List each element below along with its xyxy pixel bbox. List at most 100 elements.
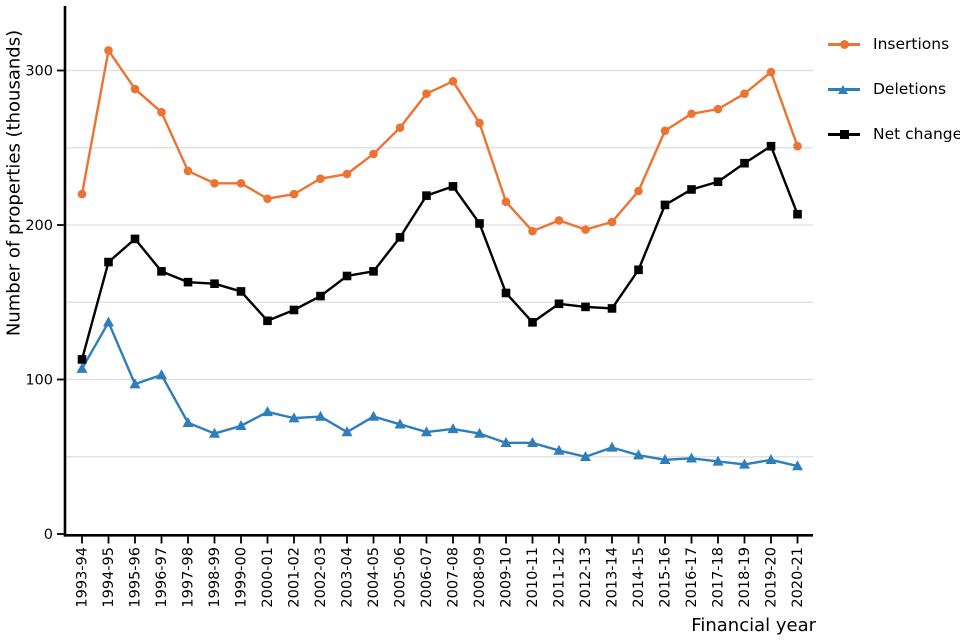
data-point bbox=[739, 458, 750, 469]
data-point bbox=[369, 149, 378, 159]
data-point bbox=[157, 107, 166, 117]
series-line bbox=[80, 145, 799, 361]
gridlines bbox=[66, 69, 813, 458]
x-tick-label: 2002-03 bbox=[313, 547, 329, 608]
data-point bbox=[501, 197, 511, 207]
data-point bbox=[687, 185, 696, 194]
data-point bbox=[341, 426, 353, 437]
data-point bbox=[634, 186, 643, 196]
data-point bbox=[394, 418, 406, 429]
series-line bbox=[80, 49, 799, 233]
x-tick-label: 2018-19 bbox=[737, 547, 753, 608]
data-point bbox=[660, 200, 670, 210]
data-point bbox=[528, 318, 537, 327]
data-point bbox=[77, 355, 87, 364]
y-tick-labels: 0 100 200 300 bbox=[25, 64, 53, 544]
data-point bbox=[422, 191, 431, 200]
data-point bbox=[209, 427, 220, 438]
data-point bbox=[130, 84, 140, 94]
legend-item-insertions: Insertions bbox=[828, 35, 960, 53]
y-axis-title: Number of properties (thousands) bbox=[3, 29, 25, 337]
x-tick-label: 2006-07 bbox=[419, 547, 435, 608]
data-point bbox=[289, 305, 299, 315]
x-tick-label: 2009-10 bbox=[499, 547, 515, 608]
data-point bbox=[316, 174, 325, 183]
legend-label-net-change: Net change bbox=[873, 125, 960, 143]
data-point bbox=[395, 123, 405, 132]
x-tick-label: 2019-20 bbox=[764, 547, 780, 608]
data-point bbox=[157, 267, 166, 276]
data-point bbox=[395, 233, 405, 242]
x-tick-label: 2003-04 bbox=[340, 547, 356, 608]
net-change-line-marker-icon bbox=[828, 128, 860, 140]
data-point bbox=[76, 362, 88, 373]
x-tick-label: 1993-94 bbox=[75, 547, 91, 608]
data-point bbox=[475, 118, 484, 128]
data-point bbox=[263, 194, 272, 204]
x-tick-label: 2005-06 bbox=[393, 547, 409, 608]
data-point bbox=[766, 141, 776, 151]
data-point bbox=[659, 454, 671, 465]
x-tick-label: 2001-02 bbox=[287, 547, 303, 608]
y-ticks bbox=[57, 69, 64, 535]
x-tick-label: 2000-01 bbox=[260, 547, 276, 608]
data-point bbox=[712, 455, 724, 466]
legend: Insertions Deletions Net change bbox=[828, 35, 960, 170]
y-tick-label: 200 bbox=[25, 218, 53, 234]
data-point bbox=[475, 219, 484, 228]
data-point bbox=[607, 217, 617, 227]
series-deletions bbox=[76, 316, 803, 471]
x-tick-label: 2012-13 bbox=[578, 547, 594, 608]
data-point bbox=[130, 234, 140, 244]
data-point bbox=[422, 89, 431, 98]
x-tick-label: 1999-00 bbox=[234, 547, 250, 608]
x-tick-label: 2014-15 bbox=[631, 547, 647, 608]
data-point bbox=[792, 460, 803, 471]
data-point bbox=[289, 189, 299, 199]
data-point bbox=[316, 291, 325, 301]
data-point bbox=[156, 369, 167, 380]
data-point bbox=[448, 182, 458, 191]
data-point bbox=[793, 209, 802, 219]
data-point bbox=[500, 437, 512, 448]
data-point bbox=[447, 423, 459, 434]
data-point bbox=[368, 410, 379, 421]
x-tick-label: 2011-12 bbox=[552, 547, 568, 608]
y-tick-label: 100 bbox=[25, 373, 53, 389]
circle-marker-icon bbox=[839, 39, 849, 49]
data-point bbox=[554, 299, 564, 309]
data-point bbox=[528, 226, 537, 236]
data-point bbox=[342, 169, 352, 179]
data-point bbox=[183, 166, 193, 176]
insertions-line-marker-icon bbox=[828, 38, 860, 50]
data-point bbox=[553, 444, 565, 455]
data-point bbox=[740, 158, 749, 168]
x-tick-label: 1998-99 bbox=[207, 547, 223, 608]
data-point bbox=[263, 316, 272, 326]
data-point bbox=[687, 109, 696, 119]
data-point bbox=[210, 178, 219, 188]
data-point bbox=[342, 271, 352, 281]
x-tick-label: 2013-14 bbox=[605, 547, 621, 608]
x-tick-label: 1995-96 bbox=[128, 547, 144, 608]
x-tick-label: 1997-98 bbox=[181, 547, 197, 608]
data-point bbox=[182, 416, 194, 427]
x-tick-label: 2004-05 bbox=[366, 547, 382, 608]
legend-label-deletions: Deletions bbox=[873, 80, 947, 98]
data-point bbox=[713, 104, 723, 114]
x-ticks bbox=[81, 536, 799, 544]
data-point bbox=[501, 288, 511, 298]
data-point bbox=[527, 437, 538, 448]
x-tick-label: 1996-97 bbox=[154, 547, 170, 608]
data-point bbox=[103, 316, 114, 327]
x-tick-label: 2016-17 bbox=[684, 547, 700, 608]
data-point bbox=[740, 89, 749, 98]
x-tick-label: 2010-11 bbox=[525, 547, 541, 608]
axes bbox=[63, 6, 813, 537]
data-point bbox=[448, 77, 458, 86]
data-point bbox=[421, 426, 432, 437]
data-point bbox=[183, 277, 193, 287]
data-point bbox=[236, 287, 246, 296]
series-insertions bbox=[77, 46, 802, 236]
